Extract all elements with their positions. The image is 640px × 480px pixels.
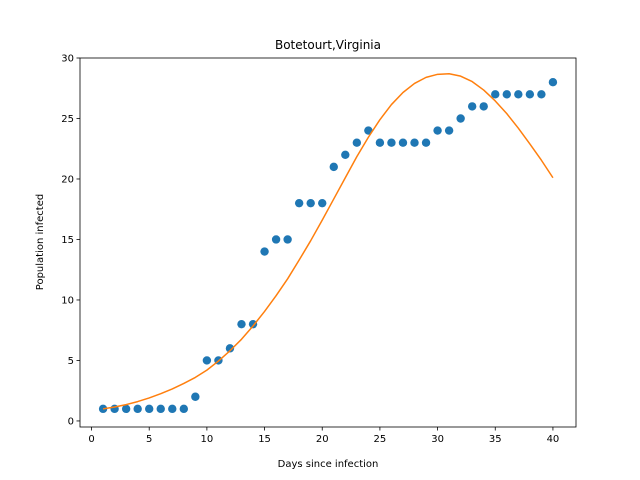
data-point xyxy=(525,90,535,99)
data-point xyxy=(387,138,396,147)
data-point xyxy=(283,235,292,244)
data-point xyxy=(121,404,131,414)
y-tick-label: 10 xyxy=(61,295,74,306)
fit-line xyxy=(102,72,554,410)
y-tick-label: 25 xyxy=(61,114,74,125)
data-point xyxy=(237,319,246,329)
x-tick-label: 10 xyxy=(201,434,214,445)
x-axis-label: Days since infection xyxy=(278,459,379,470)
data-point xyxy=(260,247,269,256)
data-point xyxy=(502,90,511,99)
data-point xyxy=(202,356,212,365)
data-point xyxy=(145,404,154,414)
y-tick-label: 30 xyxy=(61,54,74,65)
data-point xyxy=(467,102,477,111)
data-point xyxy=(294,198,304,208)
data-point xyxy=(375,138,385,147)
data-point xyxy=(444,126,454,135)
y-tick-label: 5 xyxy=(68,356,74,367)
data-point xyxy=(248,319,258,329)
data-point xyxy=(156,404,165,414)
x-tick-label: 15 xyxy=(258,434,271,445)
data-point xyxy=(168,404,177,414)
data-point xyxy=(456,114,465,123)
data-point xyxy=(191,392,200,401)
data-point xyxy=(352,138,362,147)
data-point xyxy=(537,90,546,99)
y-tick-label: 0 xyxy=(68,416,74,427)
y-tick-label: 15 xyxy=(61,235,74,246)
x-tick-label: 30 xyxy=(431,434,444,445)
chart-title: Botetourt,Virginia xyxy=(275,38,381,52)
data-point xyxy=(271,235,281,244)
data-point xyxy=(491,90,500,99)
data-point xyxy=(133,404,142,414)
data-point xyxy=(341,150,350,159)
data-point xyxy=(318,198,327,208)
axes-frame xyxy=(79,57,577,428)
x-tick-label: 5 xyxy=(146,434,152,445)
data-point xyxy=(98,404,108,414)
data-point xyxy=(398,138,408,147)
data-point xyxy=(306,198,315,208)
data-point xyxy=(421,138,431,147)
plot-area: 0 5 10 15 20 25 30 35 40 0 5 10 15 20 25 30 xyxy=(61,54,577,445)
data-point xyxy=(433,126,442,135)
data-point xyxy=(179,404,189,414)
x-tick-label: 35 xyxy=(489,434,502,445)
y-axis-label: Population infected xyxy=(35,194,46,290)
data-point xyxy=(514,90,523,99)
data-point xyxy=(548,77,558,87)
y-tick-label: 20 xyxy=(61,174,74,185)
x-tick-label: 0 xyxy=(88,434,94,445)
data-point xyxy=(225,344,235,353)
x-tick-label: 40 xyxy=(547,434,560,445)
data-point xyxy=(329,162,338,172)
data-point xyxy=(410,138,419,147)
x-tick-label: 25 xyxy=(374,434,387,445)
x-tick-label: 20 xyxy=(316,434,329,445)
data-point xyxy=(479,102,488,111)
